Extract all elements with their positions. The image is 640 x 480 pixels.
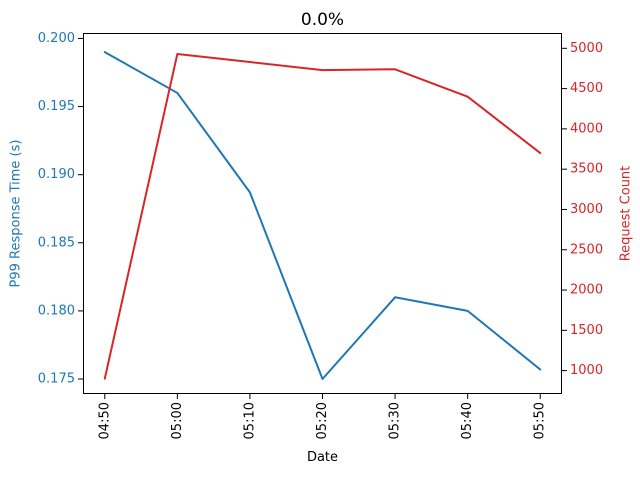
left-tick-label: 0.190 bbox=[38, 167, 75, 182]
plot-area: 04:50 05:00 05:10 05:20 05:30 05:40 05:50 0.175… bbox=[9, 10, 634, 465]
left-axis-label: P99 Response Time (s) bbox=[9, 140, 24, 288]
plot-generated-content: 04:50 05:00 05:10 05:20 05:30 05:40 05:50 0.175… bbox=[38, 31, 603, 440]
right-tick-label: 4000 bbox=[570, 121, 603, 136]
x-tick-label: 05:00 bbox=[170, 402, 185, 439]
right-tick-label: 1000 bbox=[570, 363, 603, 378]
series-line-right bbox=[103, 52, 542, 380]
left-tick-label: 0.180 bbox=[38, 303, 75, 318]
x-axis-label: Date bbox=[307, 450, 338, 465]
right-tick-label: 4500 bbox=[570, 81, 603, 96]
plot-spines bbox=[83, 33, 562, 394]
left-tick-label: 0.185 bbox=[38, 235, 75, 250]
x-tick-label: 05:50 bbox=[533, 402, 548, 439]
x-tick-label: 04:50 bbox=[97, 402, 112, 439]
x-tick-label: 05:20 bbox=[315, 402, 330, 439]
left-tick-label: 0.200 bbox=[38, 31, 75, 46]
right-tick-label: 2500 bbox=[570, 242, 603, 257]
right-tick-label: 1500 bbox=[570, 323, 603, 338]
right-axis-label: Request Count bbox=[619, 166, 634, 262]
right-tick-label: 3500 bbox=[570, 162, 603, 177]
right-tick-label: 2000 bbox=[570, 283, 603, 298]
x-tick-label: 05:10 bbox=[242, 402, 257, 439]
left-tick-label: 0.175 bbox=[38, 372, 75, 387]
chart-title: 0.0% bbox=[301, 10, 344, 30]
x-tick-label: 05:30 bbox=[388, 402, 403, 439]
left-tick-label: 0.195 bbox=[38, 99, 75, 114]
series-line-left bbox=[103, 51, 542, 381]
right-tick-label: 5000 bbox=[570, 41, 603, 56]
x-tick-label: 05:40 bbox=[460, 402, 475, 439]
right-tick-label: 3000 bbox=[570, 202, 603, 217]
